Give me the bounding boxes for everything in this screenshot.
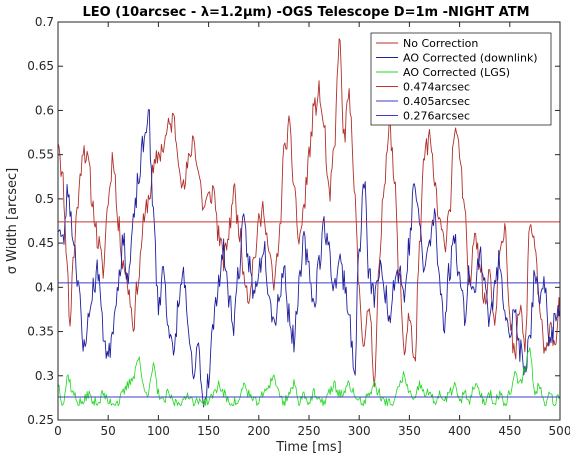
chart-title: LEO (10arcsec - λ=1.2μm) -OGS Telescope … [82,5,529,20]
x-tick-label: 500 [549,424,570,438]
y-tick-label: 0.7 [35,15,54,29]
x-tick-label: 0 [54,424,62,438]
y-tick-label: 0.35 [27,325,54,339]
legend-label: 0.474arcsec [403,81,470,94]
x-tick-label: 200 [247,424,270,438]
legend: No Correction AO Corrected (downlink)AO C… [370,32,552,126]
x-tick-label: 300 [348,424,371,438]
x-tick-label: 150 [197,424,220,438]
x-tick-label: 250 [298,424,321,438]
y-tick-label: 0.3 [35,369,54,383]
x-tick-label: 350 [398,424,421,438]
series-layer [57,38,561,408]
legend-box [370,32,552,126]
x-tick-label: 100 [147,424,170,438]
y-tick-label: 0.45 [27,236,54,250]
series-line-0 [57,38,561,388]
y-tick-label: 0.6 [35,103,54,117]
y-tick-label: 0.65 [27,59,54,73]
y-tick-label: 0.25 [27,413,54,427]
legend-label: No Correction [403,37,478,50]
x-tick-label: 400 [448,424,471,438]
series-line-2 [57,347,561,407]
y-tick-label: 0.4 [35,280,54,294]
y-axis-label: σ Width [arcsec] [5,168,20,275]
series-line-1 [57,109,561,408]
legend-label: 0.276arcsec [403,110,470,123]
x-axis-label: Time [ms] [275,440,342,455]
legend-label: 0.405arcsec [403,95,470,108]
y-tick-label: 0.55 [27,148,54,162]
legend-label: AO Corrected (LGS) [403,66,510,79]
legend-label: AO Corrected (downlink) [403,52,538,65]
x-tick-label: 450 [498,424,521,438]
y-tick-label: 0.5 [35,192,54,206]
axis-layer: 0 50 100 150 200 250 300 350 400 450 500 0.25 0.3 0.3… [27,15,570,438]
x-tick-label: 50 [101,424,116,438]
